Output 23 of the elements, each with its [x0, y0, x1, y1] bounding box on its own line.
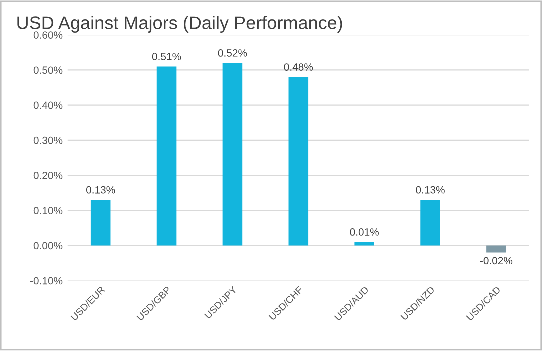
data-label: 0.13% [86, 186, 116, 194]
data-label: 0.51% [152, 53, 182, 60]
data-label: 0.52% [218, 50, 248, 57]
y-tick-label: 0.60% [34, 32, 63, 39]
bar [288, 77, 309, 246]
bar [222, 63, 243, 246]
data-label: 0.48% [284, 64, 314, 71]
bar [90, 200, 111, 246]
y-tick-label: -0.10% [30, 277, 63, 285]
y-tick-label: 0.20% [34, 172, 63, 180]
y-tick-label: 0.30% [34, 136, 63, 144]
chart-title: USD Against Majors (Daily Performance) [18, 16, 342, 33]
y-tick-label: 0.00% [34, 242, 63, 250]
data-label: -0.02% [480, 257, 513, 265]
data-label: 0.01% [350, 228, 379, 236]
y-tick-label: 0.50% [34, 66, 63, 74]
bar [486, 246, 506, 253]
y-tick-label: 0.40% [34, 102, 63, 110]
bar [156, 66, 177, 246]
bar [354, 242, 374, 246]
bar [420, 200, 440, 246]
y-tick-label: 0.10% [34, 207, 63, 214]
data-label: 0.13% [416, 186, 445, 194]
